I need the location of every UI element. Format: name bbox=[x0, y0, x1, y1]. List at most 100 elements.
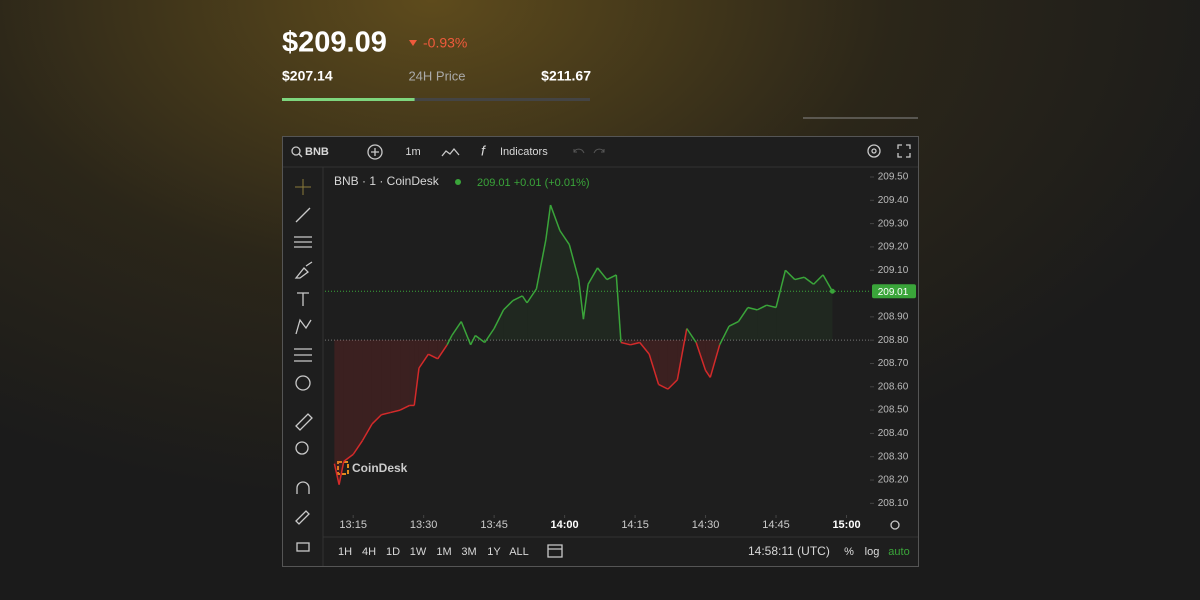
price-line bbox=[446, 335, 453, 346]
magnet-tool[interactable] bbox=[296, 481, 310, 494]
last-price-tag bbox=[872, 284, 916, 299]
add-icon[interactable] bbox=[367, 144, 383, 160]
indicators[interactable]: Indicators bbox=[500, 146, 548, 158]
price-line bbox=[587, 267, 599, 285]
x-tick-label: 14:30 bbox=[692, 519, 720, 531]
price-line bbox=[718, 325, 730, 346]
y-tick-label: 208.90 bbox=[878, 311, 909, 322]
price-line bbox=[343, 453, 354, 462]
area bbox=[371, 340, 382, 425]
search-icon[interactable] bbox=[291, 146, 301, 156]
high: $211.67 bbox=[541, 68, 591, 84]
price-line bbox=[503, 300, 514, 311]
range-button[interactable]: 4H bbox=[362, 546, 376, 558]
scale-option[interactable]: auto bbox=[888, 546, 909, 558]
line-tool[interactable] bbox=[295, 207, 311, 223]
clock: 14:58:11 (UTC) bbox=[748, 544, 830, 558]
area bbox=[747, 307, 758, 341]
scale-option[interactable]: % bbox=[844, 546, 854, 558]
drawing-tools bbox=[294, 179, 313, 552]
y-tick-label: 208.30 bbox=[878, 451, 909, 462]
watermark: CoinDesk bbox=[352, 461, 408, 475]
interval[interactable]: 1m bbox=[405, 146, 420, 158]
price-line bbox=[577, 279, 585, 320]
price-line bbox=[709, 344, 721, 378]
area bbox=[776, 270, 786, 341]
settings-icon bbox=[871, 148, 877, 154]
brush-tool[interactable] bbox=[294, 261, 313, 279]
low: $207.14 bbox=[282, 68, 333, 84]
price-line bbox=[352, 439, 364, 455]
area bbox=[766, 305, 777, 341]
area bbox=[550, 204, 560, 341]
last-point bbox=[829, 288, 835, 294]
y-tick-label: 208.40 bbox=[878, 428, 909, 439]
settings-icon[interactable] bbox=[867, 144, 881, 158]
lock-draw-tool[interactable] bbox=[295, 510, 310, 525]
down-arrow bbox=[409, 40, 417, 46]
price-line bbox=[822, 274, 834, 292]
area bbox=[400, 340, 410, 411]
lock-tool[interactable] bbox=[296, 542, 310, 552]
area bbox=[353, 340, 363, 455]
area bbox=[418, 340, 429, 369]
y-tick-label: 209.10 bbox=[878, 265, 909, 276]
area bbox=[738, 307, 748, 341]
area bbox=[545, 204, 551, 341]
price-line bbox=[559, 230, 570, 246]
axis-settings[interactable] bbox=[890, 520, 900, 530]
pattern-tool[interactable] bbox=[295, 318, 312, 335]
price-line bbox=[582, 284, 589, 320]
price-line bbox=[568, 244, 580, 280]
price-line bbox=[338, 461, 345, 485]
range-button[interactable]: 1Y bbox=[487, 546, 501, 558]
price-line bbox=[361, 423, 373, 441]
scale-option[interactable]: log bbox=[865, 546, 880, 558]
range-track bbox=[282, 98, 590, 101]
undo-redo[interactable] bbox=[573, 148, 605, 154]
chart-style-icon[interactable] bbox=[441, 147, 460, 157]
price-line bbox=[695, 342, 707, 371]
y-tick-label: 209.50 bbox=[878, 172, 909, 183]
zoom-tool[interactable] bbox=[295, 441, 309, 455]
price-line bbox=[630, 341, 640, 346]
emoji-tool[interactable] bbox=[295, 375, 311, 391]
crosshair-tool[interactable] bbox=[295, 179, 311, 195]
price-line bbox=[794, 276, 805, 281]
range-button[interactable]: 1M bbox=[436, 546, 451, 558]
area bbox=[813, 274, 824, 341]
area bbox=[414, 340, 419, 406]
price-line bbox=[667, 379, 678, 390]
range-button[interactable]: 1W bbox=[410, 546, 427, 558]
add-icon bbox=[371, 148, 379, 156]
range-button[interactable]: 1D bbox=[386, 546, 400, 558]
price-line bbox=[775, 270, 787, 308]
area bbox=[343, 340, 354, 462]
area bbox=[588, 267, 598, 341]
date-range-icon[interactable] bbox=[547, 544, 563, 558]
fullscreen-icon[interactable] bbox=[897, 144, 911, 158]
text-tool[interactable] bbox=[297, 292, 309, 306]
price-line bbox=[704, 370, 711, 378]
price-line bbox=[620, 341, 631, 346]
area bbox=[527, 288, 537, 341]
search-icon bbox=[298, 153, 303, 158]
ruler-tool[interactable] bbox=[295, 413, 313, 431]
area bbox=[409, 340, 415, 406]
area bbox=[757, 305, 767, 341]
price-line bbox=[648, 353, 660, 385]
fib-tool[interactable] bbox=[294, 236, 312, 248]
area bbox=[390, 340, 401, 413]
fx-icon[interactable]: f bbox=[481, 143, 487, 159]
range-button[interactable]: ALL bbox=[509, 546, 529, 558]
price-line bbox=[737, 307, 749, 322]
range-fill bbox=[282, 98, 415, 101]
area bbox=[522, 295, 528, 341]
projection-tool[interactable] bbox=[294, 348, 312, 362]
range-button[interactable]: 3M bbox=[461, 546, 476, 558]
range-button[interactable]: 1H bbox=[338, 546, 352, 558]
symbol[interactable]: BNB bbox=[305, 146, 329, 158]
y-tick-label: 208.20 bbox=[878, 475, 909, 486]
y-tick-label: 209.20 bbox=[878, 242, 909, 253]
